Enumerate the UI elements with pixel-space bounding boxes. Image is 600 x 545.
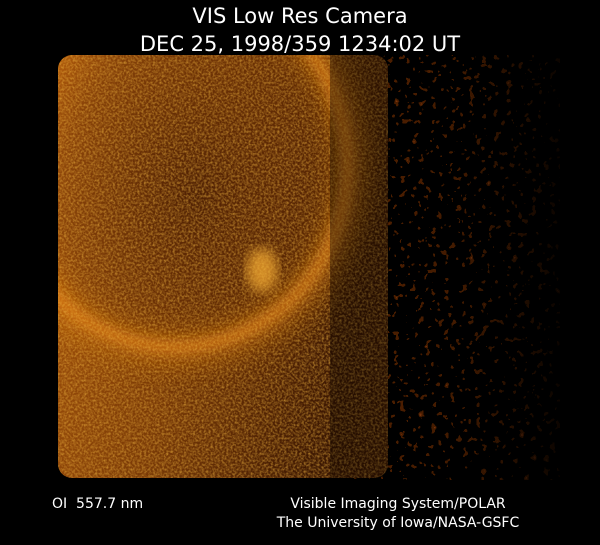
- timestamp: DEC 25, 1998/359 1234:02 UT: [140, 32, 460, 56]
- title: VIS Low Res Camera: [192, 4, 407, 28]
- aurora-image: [58, 55, 388, 478]
- wavelength-label: OI 557.7 nm: [52, 496, 143, 512]
- credit-line: Visible Imaging System/POLAR: [290, 496, 506, 512]
- credit-line: The University of Iowa/NASA-GSFC: [276, 515, 520, 531]
